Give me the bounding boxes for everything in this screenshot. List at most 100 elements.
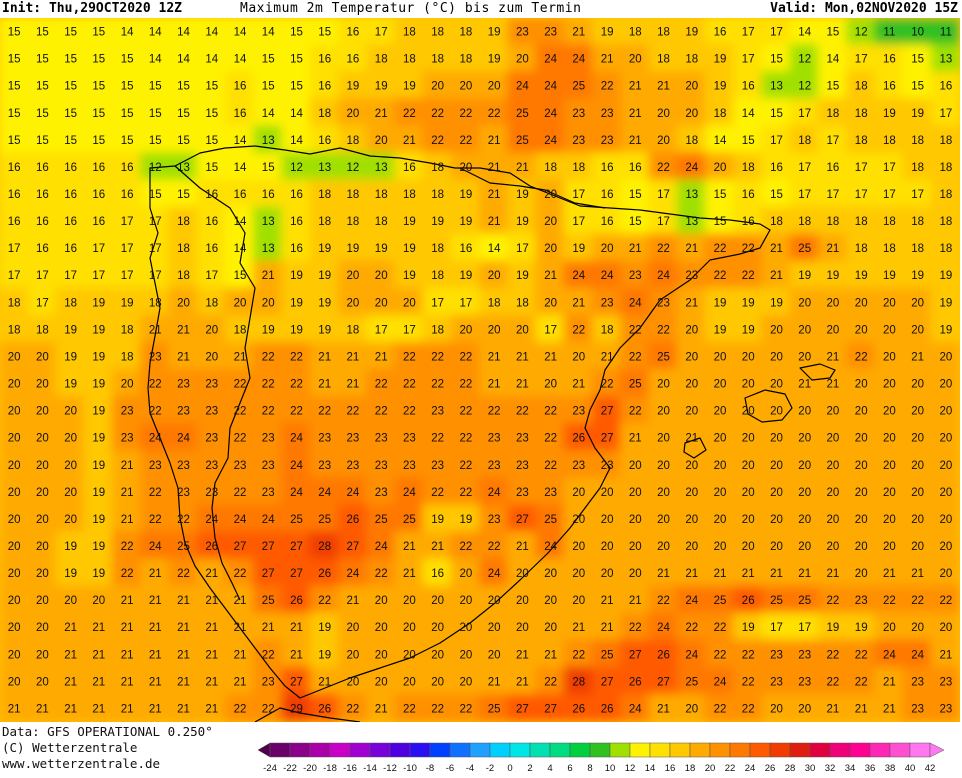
temperature-value-label: 21	[121, 595, 134, 607]
temperature-value-label: 27	[262, 568, 275, 580]
temperature-cell	[394, 206, 425, 236]
temperature-cell	[394, 585, 425, 615]
temperature-value-label: 23	[516, 460, 529, 472]
temperature-cell	[196, 341, 227, 371]
temperature-cell	[140, 44, 171, 74]
temperature-cell	[761, 341, 792, 371]
legend-tick-label: 26	[765, 763, 776, 774]
temperature-value-label: 20	[911, 406, 924, 418]
temperature-value-label: 20	[940, 433, 953, 445]
temperature-value-label: 18	[855, 135, 868, 147]
temperature-cell	[337, 693, 368, 722]
temperature-value-label: 22	[629, 352, 642, 364]
temperature-value-label: 22	[431, 704, 444, 716]
temperature-value-label: 22	[431, 379, 444, 391]
temperature-cell	[591, 125, 623, 155]
temperature-value-label: 13	[262, 243, 275, 255]
temperature-value-label: 12	[290, 162, 303, 174]
legend-color-swatch	[589, 742, 611, 758]
temperature-cell	[281, 531, 312, 561]
temperature-value-label: 23	[177, 460, 190, 472]
temperature-cell	[761, 260, 792, 290]
temperature-cell	[253, 18, 284, 47]
temperature-cell	[309, 287, 340, 317]
legend-tick-label: 22	[725, 763, 736, 774]
temperature-value-label: 22	[177, 514, 190, 526]
temperature-cell	[366, 558, 397, 588]
temperature-value-label: 21	[149, 676, 162, 688]
temperature-cell	[55, 558, 86, 588]
temperature-value-label: 21	[234, 595, 247, 607]
temperature-cell	[874, 477, 905, 507]
temperature-cell	[0, 504, 30, 534]
temperature-value-label: 21	[121, 487, 134, 499]
temperature-value-label: 20	[36, 352, 49, 364]
temperature-value-label: 25	[516, 135, 529, 147]
temperature-value-label: 23	[262, 676, 275, 688]
temperature-value-label: 22	[460, 487, 473, 499]
temperature-value-label: 25	[572, 81, 585, 93]
temperature-cell	[309, 531, 340, 561]
temperature-value-label: 18	[911, 243, 924, 255]
temperature-value-label: 20	[64, 514, 77, 526]
temperature-cell	[507, 639, 538, 669]
temperature-value-label: 15	[64, 27, 77, 39]
temperature-cell	[817, 44, 848, 74]
temperature-cell	[422, 44, 453, 74]
temperature-cell	[620, 639, 651, 669]
temperature-cell	[196, 612, 227, 642]
temperature-value-label: 20	[855, 379, 868, 391]
temperature-cell	[591, 369, 623, 399]
temperature-value-label: 17	[657, 216, 670, 228]
temperature-cell	[281, 477, 312, 507]
temperature-cell	[111, 639, 143, 669]
temperature-cell	[846, 531, 877, 561]
temperature-cell	[224, 287, 256, 317]
temperature-cell	[224, 477, 256, 507]
temperature-cell	[253, 612, 284, 642]
temperature-value-label: 22	[262, 379, 275, 391]
temperature-cell	[563, 396, 594, 426]
temperature-cell	[902, 125, 933, 155]
temperature-cell	[196, 287, 227, 317]
temperature-value-label: 20	[883, 379, 896, 391]
temperature-cell	[930, 423, 960, 453]
temperature-cell	[83, 369, 114, 399]
temperature-value-label: 20	[685, 379, 698, 391]
temperature-value-label: 18	[347, 324, 360, 336]
temperature-cell	[648, 666, 679, 696]
temperature-cell	[817, 450, 848, 480]
temperature-value-label: 20	[460, 162, 473, 174]
temperature-value-label: 21	[318, 352, 331, 364]
temperature-value-label: 24	[657, 622, 670, 634]
temperature-value-label: 25	[375, 514, 388, 526]
temperature-cell	[337, 396, 368, 426]
temperature-cell	[479, 477, 510, 507]
temperature-value-label: 18	[36, 324, 49, 336]
temperature-value-label: 27	[544, 704, 557, 716]
legend-color-swatch	[769, 742, 791, 758]
temperature-value-label: 18	[940, 243, 953, 255]
temperature-cell	[309, 152, 340, 182]
temperature-value-label: 20	[798, 406, 811, 418]
temperature-value-label: 26	[601, 704, 614, 716]
temperature-value-label: 24	[714, 676, 727, 688]
temperature-cell	[140, 233, 171, 263]
temperature-value-label: 18	[403, 27, 416, 39]
temperature-value-label: 20	[798, 541, 811, 553]
temperature-cell	[507, 260, 538, 290]
temperature-cell	[789, 585, 820, 615]
temperature-value-label: 15	[8, 135, 21, 147]
temperature-cell	[874, 152, 905, 182]
temperature-cell	[704, 125, 736, 155]
temperature-value-label: 19	[827, 270, 840, 282]
temperature-cell	[366, 531, 397, 561]
legend-color-swatch	[329, 742, 351, 758]
temperature-value-label: 22	[403, 352, 416, 364]
temperature-cell	[196, 531, 227, 561]
temperature-cell	[704, 558, 736, 588]
temperature-value-label: 22	[657, 595, 670, 607]
temperature-cell	[620, 477, 651, 507]
temperature-value-label: 18	[488, 297, 501, 309]
temperature-value-label: 22	[375, 568, 388, 580]
